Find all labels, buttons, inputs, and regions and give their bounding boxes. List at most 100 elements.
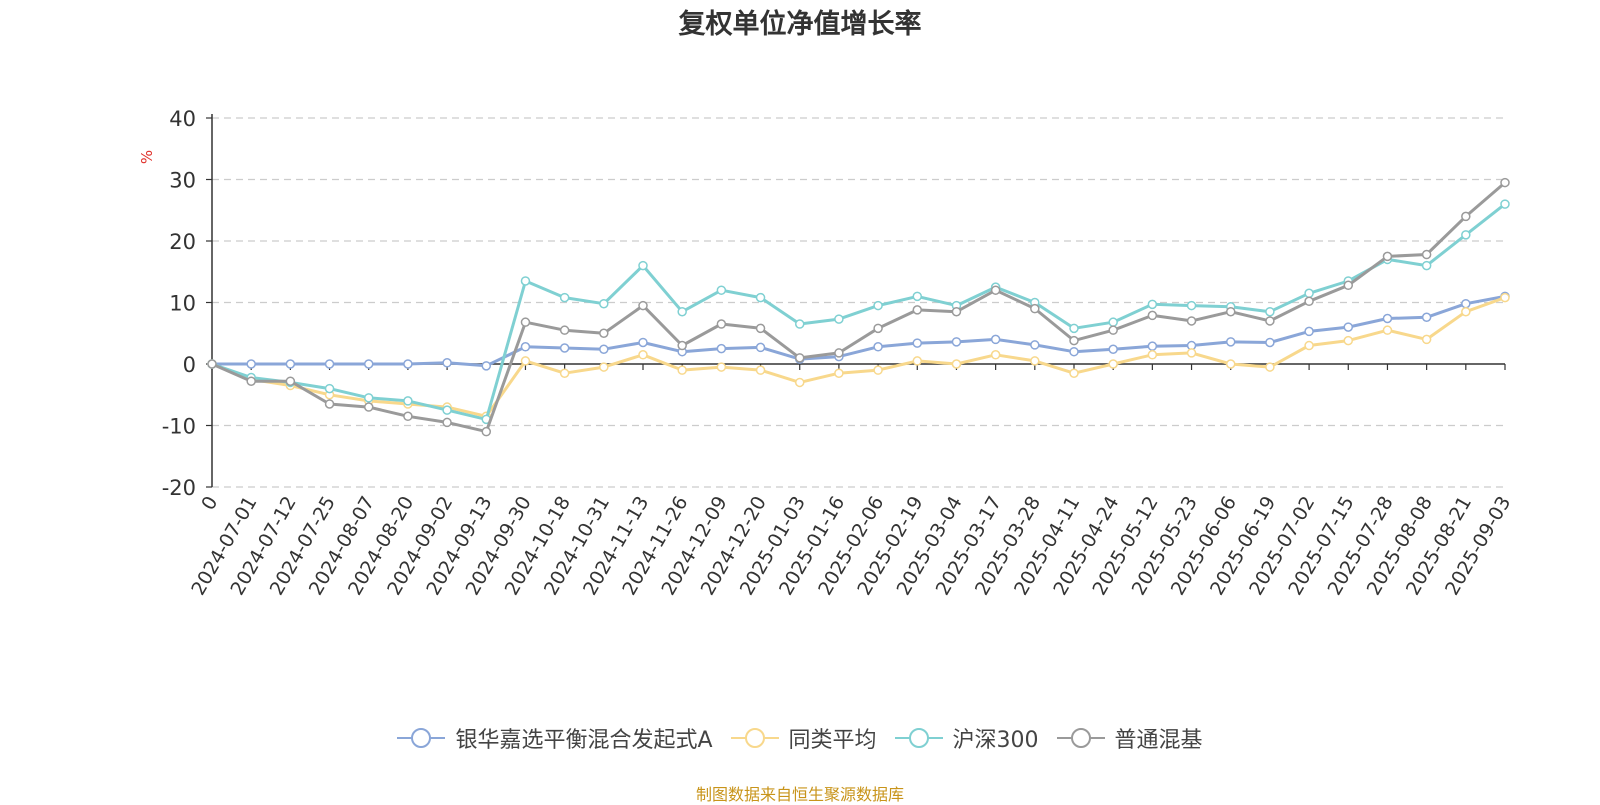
series-point-2 xyxy=(1500,199,1510,209)
series-point-3 xyxy=(1343,280,1354,291)
series-point-1 xyxy=(1304,340,1314,351)
y-tick-label: 30 xyxy=(169,169,196,193)
legend-item-3[interactable]: 普通混基 xyxy=(1056,722,1203,754)
series-point-3 xyxy=(1382,251,1393,262)
series-point-2 xyxy=(716,285,727,295)
series-point-0 xyxy=(1030,340,1040,350)
series-point-3 xyxy=(677,340,687,351)
series-point-2 xyxy=(559,292,570,303)
legend-item-0[interactable]: 银华嘉选平衡混合发起式A xyxy=(397,722,713,754)
series-point-0 xyxy=(442,358,452,368)
series-line-2 xyxy=(211,202,1506,421)
series-point-3 xyxy=(990,285,1001,295)
series-point-1 xyxy=(1030,356,1040,366)
series-point-2 xyxy=(873,300,883,311)
series-point-1 xyxy=(873,365,883,375)
series-point-1 xyxy=(912,356,923,366)
legend: 银华嘉选平衡混合发起式A 同类平均 沪深300 普通混基 xyxy=(0,722,1600,754)
series-point-1 xyxy=(677,365,687,375)
series-point-3 xyxy=(599,328,609,338)
series-point-3 xyxy=(363,402,374,412)
legend-marker-icon xyxy=(730,728,779,748)
series-point-1 xyxy=(1343,335,1354,346)
series-point-1 xyxy=(520,356,531,366)
series-point-3 xyxy=(520,317,531,327)
y-tick-label: -20 xyxy=(162,476,196,500)
series-point-0 xyxy=(403,359,413,369)
series-point-0 xyxy=(285,359,296,369)
series-point-3 xyxy=(1147,310,1158,321)
x-tick-label: 0 xyxy=(197,493,222,514)
legend-item-2[interactable]: 沪深300 xyxy=(894,722,1039,754)
y-tick-label: 40 xyxy=(169,107,196,131)
series-point-0 xyxy=(1108,344,1118,354)
series-point-0 xyxy=(1147,341,1158,351)
series-point-3 xyxy=(951,306,962,317)
series-point-0 xyxy=(1382,313,1393,324)
series-point-2 xyxy=(1069,323,1079,334)
series-point-2 xyxy=(1304,288,1314,299)
series-point-1 xyxy=(1421,334,1432,345)
series-point-1 xyxy=(755,365,766,375)
series-point-0 xyxy=(520,342,531,352)
y-tick-label: 0 xyxy=(183,353,196,377)
series-point-2 xyxy=(1108,317,1118,327)
series-point-0 xyxy=(324,359,335,369)
y-tick-label: 10 xyxy=(169,292,196,316)
series-point-2 xyxy=(599,298,609,309)
series-point-3 xyxy=(1108,325,1118,335)
series-point-1 xyxy=(716,362,727,372)
series-point-3 xyxy=(755,323,766,334)
series-point-3 xyxy=(246,376,256,386)
legend-item-1[interactable]: 同类平均 xyxy=(730,722,877,754)
series-point-0 xyxy=(638,337,648,348)
series-point-3 xyxy=(1069,335,1079,346)
series-point-3 xyxy=(403,411,413,422)
series-point-1 xyxy=(1265,362,1275,372)
series-point-2 xyxy=(912,291,923,302)
series-point-0 xyxy=(1304,326,1314,337)
source-note: 制图数据来自恒生聚源数据库 xyxy=(695,785,904,804)
series-point-0 xyxy=(951,337,962,347)
series-point-1 xyxy=(638,350,648,360)
series-point-3 xyxy=(207,359,217,369)
series-point-2 xyxy=(834,314,844,324)
series-point-0 xyxy=(990,334,1001,345)
series-point-2 xyxy=(1186,300,1197,311)
series-point-2 xyxy=(363,393,374,403)
series-point-0 xyxy=(1343,322,1354,332)
legend-marker-icon xyxy=(894,728,943,748)
series-point-3 xyxy=(1304,296,1314,307)
legend-label: 银华嘉选平衡混合发起式A xyxy=(455,728,713,753)
legend-marker-icon xyxy=(397,728,446,748)
series-point-1 xyxy=(1382,325,1393,335)
legend-marker-icon xyxy=(1056,728,1105,748)
series-point-3 xyxy=(285,376,296,386)
series-point-0 xyxy=(599,344,609,354)
series-point-1 xyxy=(1069,368,1079,378)
series-line-0 xyxy=(212,294,1506,368)
series-line-3 xyxy=(211,181,1506,434)
series-point-2 xyxy=(442,405,452,415)
series-point-1 xyxy=(559,368,570,378)
series-point-3 xyxy=(716,319,727,329)
series-point-2 xyxy=(1265,306,1275,317)
series-point-3 xyxy=(1186,316,1197,326)
series-point-1 xyxy=(1147,350,1158,360)
series-point-3 xyxy=(1225,306,1236,317)
series-point-2 xyxy=(755,292,766,303)
series-point-3 xyxy=(324,399,335,409)
legend-label: 沪深300 xyxy=(952,728,1039,753)
series-point-3 xyxy=(1500,177,1510,188)
series-point-3 xyxy=(638,300,648,311)
series-point-0 xyxy=(1225,337,1236,347)
series-point-0 xyxy=(912,338,923,348)
y-tick-label: -10 xyxy=(162,415,196,439)
series-point-0 xyxy=(481,361,492,371)
series-point-3 xyxy=(442,417,452,428)
series-point-2 xyxy=(794,319,805,329)
series-point-1 xyxy=(1461,306,1471,317)
series-point-0 xyxy=(1421,312,1432,323)
series-point-2 xyxy=(677,306,687,317)
series-point-0 xyxy=(363,359,374,369)
